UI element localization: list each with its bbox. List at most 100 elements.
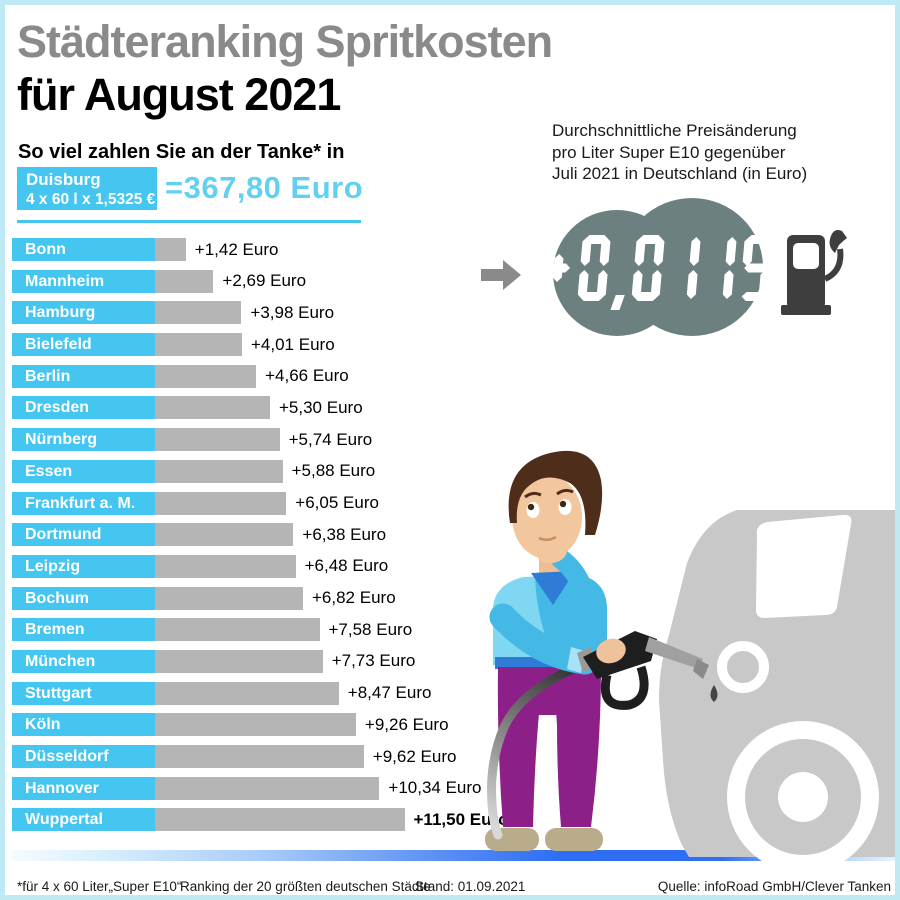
bar-value: +1,42 Euro <box>194 239 279 259</box>
fuel-cap <box>717 641 769 693</box>
info-line-1: Durchschnittliche Preisänderung <box>552 121 797 140</box>
bar-row: Bochum +6,82 Euro <box>12 586 532 610</box>
bar-fill <box>155 681 339 705</box>
city-label: Dresden <box>12 396 155 420</box>
bar-value: +7,73 Euro <box>331 651 416 671</box>
fuel-hose <box>487 660 588 840</box>
baseline-total: =367,80 Euro <box>165 170 364 205</box>
info-panel-text: Durchschnittliche Preisänderung pro Lite… <box>552 120 807 185</box>
bar-fill <box>155 618 320 642</box>
city-label: Berlin <box>12 364 155 388</box>
bar-value: +10,34 Euro <box>388 778 482 798</box>
bar-value: +5,30 Euro <box>279 397 363 417</box>
city-label: München <box>12 649 155 673</box>
city-label: Frankfurt a. M. <box>12 491 155 515</box>
car-window <box>755 514 852 618</box>
bar-value: +8,47 Euro <box>347 683 432 703</box>
bar-fill <box>155 269 214 293</box>
bar-row: Köln +9,26 Euro <box>12 713 532 737</box>
display-bubbles <box>553 198 763 336</box>
bar-fill <box>155 523 294 547</box>
date-stamp: Stand: 01.09.2021 <box>415 879 526 894</box>
man-figure <box>485 450 718 851</box>
bar-value: +6,05 Euro <box>295 493 379 512</box>
bar-value: +6,82 Euro <box>312 588 396 608</box>
bar-fill <box>155 554 296 578</box>
bar-value: +2,69 Euro <box>222 271 307 291</box>
bar-row: Stuttgart +8,47 Euro <box>12 681 532 705</box>
bar-fill <box>155 808 405 832</box>
bar-value: +5,88 Euro <box>291 461 376 481</box>
bar-row: Essen +5,88 Euro <box>12 459 532 483</box>
city-label: Dortmund <box>12 523 155 547</box>
bar-row: Bremen +7,58 Euro <box>12 618 532 642</box>
bar-fill <box>155 776 380 800</box>
subtitle: So viel zahlen Sie an der Tanke* in <box>18 141 345 163</box>
bar-row: Berlin +4,66 Euro <box>12 364 532 388</box>
city-label: Bonn <box>12 238 155 261</box>
shoe <box>545 828 603 851</box>
city-label: Stuttgart <box>12 681 155 705</box>
bar-fill <box>155 428 280 452</box>
city-label: Wuppertal <box>12 808 155 832</box>
fuel-pump-icon <box>781 230 847 315</box>
bar-value: +11,50 Euro <box>413 809 509 829</box>
title-line-1: Städteranking Spritkosten <box>17 16 553 67</box>
bar-row: Mannheim +2,69 Euro <box>12 269 532 293</box>
lcd-price-value <box>546 235 771 310</box>
bar-row: Bielefeld +4,01 Euro <box>12 333 532 357</box>
bar-fill <box>155 713 356 737</box>
city-label: Hannover <box>12 776 155 800</box>
bar-row: Nürnberg +5,74 Euro <box>12 428 532 452</box>
page-title: Städteranking Spritkosten für August 202… <box>17 15 553 121</box>
bar-fill <box>155 649 323 673</box>
car-silhouette <box>659 510 895 870</box>
bar-fill <box>155 586 303 610</box>
hair <box>508 450 603 535</box>
bar-fill <box>155 459 283 483</box>
city-label: Nürnberg <box>12 428 155 452</box>
source-credit: Quelle: infoRoad GmbH/Clever Tanken <box>657 879 891 894</box>
baseline-formula: 4 x 60 l x 1,5325 € <box>26 190 156 208</box>
baseline-city-box: Duisburg 4 x 60 l x 1,5325 € <box>17 167 157 210</box>
man-refueling-illustration <box>485 450 895 870</box>
info-line-3: Juli 2021 in Deutschland (in Euro) <box>552 164 808 183</box>
bar-fill <box>155 238 186 261</box>
title-line-2: für August 2021 <box>17 69 341 121</box>
arrow-right-icon <box>481 260 521 290</box>
bar-row: Düsseldorf +9,62 Euro <box>12 745 532 768</box>
city-bar-chart: Bonn +1,42 Euro Mannheim +2,69 Euro Hamburg +… <box>12 238 532 840</box>
bar-row: Hannover +10,34 Euro <box>12 776 532 800</box>
city-label: Mannheim <box>12 269 155 293</box>
bar-value: +7,58 Euro <box>328 619 413 639</box>
bar-fill <box>155 745 364 768</box>
bar-row: Leipzig +6,48 Euro <box>12 554 532 578</box>
bar-value: +3,98 Euro <box>250 302 335 322</box>
bar-row: Bonn +1,42 Euro <box>12 238 532 261</box>
bar-fill <box>155 491 287 515</box>
footnote: *für 4 x 60 Liter„Super E10“ <box>17 879 182 894</box>
ranking-note: Ranking der 20 größten deutschen Städte <box>180 879 431 894</box>
city-label: Bremen <box>12 618 155 642</box>
bar-value: +6,38 Euro <box>302 524 387 544</box>
fuel-drop <box>710 685 718 702</box>
bar-value: +5,74 Euro <box>288 429 373 449</box>
bar-row: Dresden +5,30 Euro <box>12 396 532 420</box>
bar-value: +9,62 Euro <box>372 746 457 766</box>
bar-row: Hamburg +3,98 Euro <box>12 301 532 325</box>
price-change-display <box>481 198 847 336</box>
baseline-city-name: Duisburg <box>26 170 101 189</box>
city-label: Köln <box>12 713 155 737</box>
bar-row: Wuppertal +11,50 Euro <box>12 808 532 832</box>
bar-row: Frankfurt a. M. +6,05 Euro <box>12 491 532 515</box>
bar-value: +6,48 Euro <box>304 556 389 576</box>
city-label: Bielefeld <box>12 333 155 357</box>
city-label: Düsseldorf <box>12 745 155 768</box>
bar-value: +4,66 Euro <box>265 366 349 386</box>
bar-fill <box>155 396 270 420</box>
bar-value: +9,26 Euro <box>364 714 449 734</box>
bar-row: Dortmund +6,38 Euro <box>12 523 532 547</box>
bar-row: München +7,73 Euro <box>12 649 532 673</box>
city-label: Hamburg <box>12 301 155 325</box>
